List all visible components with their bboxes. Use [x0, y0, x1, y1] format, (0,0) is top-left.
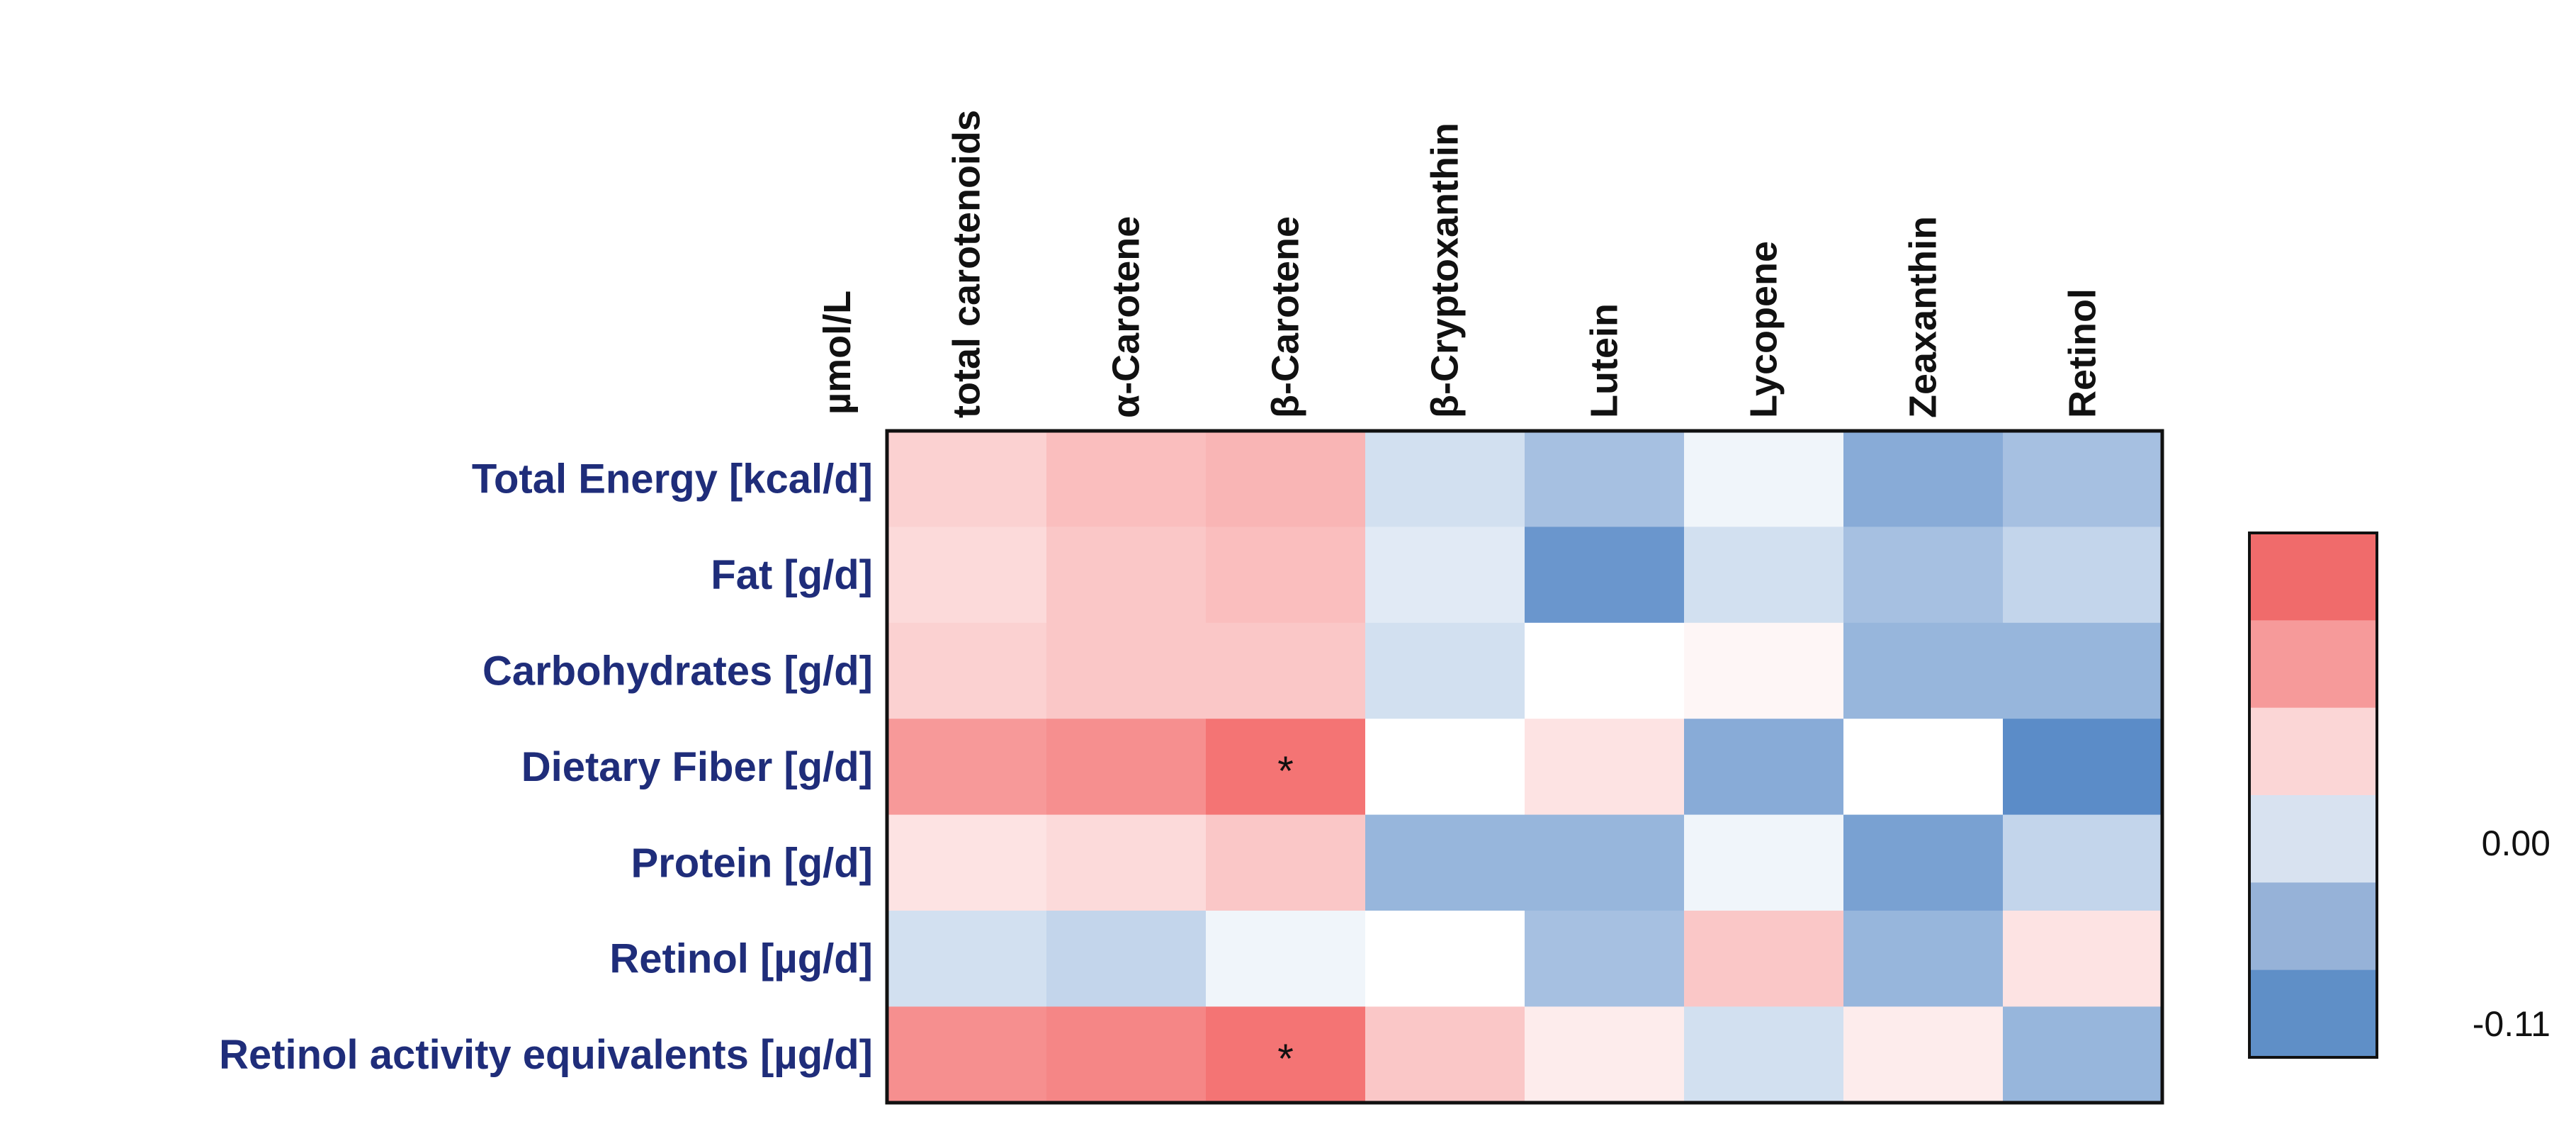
heatmap-cell — [1843, 527, 2004, 624]
heatmap-cell — [1684, 622, 1844, 719]
heatmap-cell — [1365, 431, 1525, 527]
column-labels: total carotenoids α-Carotene β-Carotene β-C… — [946, 110, 2104, 418]
heatmap-cell — [2003, 622, 2163, 719]
colorbar-tick-label: 0.00 — [2482, 823, 2550, 863]
heatmap-cell — [1365, 1006, 1525, 1103]
heatmap-cell — [1525, 431, 1685, 527]
heatmap-cell — [1843, 431, 2004, 527]
heatmap-cell — [1046, 1006, 1207, 1103]
column-label: α-Carotene — [1105, 216, 1148, 418]
significance-marker: * — [1277, 748, 1294, 794]
heatmap-cell — [1206, 719, 1366, 816]
heatmap-cell — [2003, 431, 2163, 527]
colorbar-segment — [2249, 533, 2377, 621]
row-label: Dietary Fiber [g/d] — [521, 744, 873, 790]
heatmap-cell — [1365, 527, 1525, 624]
column-label: total carotenoids — [946, 110, 988, 418]
heatmap-cell — [1206, 622, 1366, 719]
heatmap-cell — [1046, 527, 1207, 624]
unit-label: µmol/L — [816, 291, 859, 415]
heatmap-cell — [1684, 719, 1844, 816]
colorbar-segment — [2249, 795, 2377, 883]
heatmap-cell — [887, 719, 1047, 816]
column-label: Lycopene — [1743, 241, 1785, 418]
heatmap-cell — [1365, 719, 1525, 816]
heatmap-cell — [1206, 814, 1366, 911]
column-label: β-Carotene — [1265, 216, 1307, 418]
column-label: Zeaxanthin — [1902, 216, 1945, 418]
heatmap-cell — [1365, 814, 1525, 911]
heatmap-cell — [1843, 1006, 2004, 1103]
row-label: Fat [g/d] — [711, 552, 873, 598]
heatmap-cell — [2003, 719, 2163, 816]
colorbar-border — [2248, 532, 2378, 1059]
significance-marker: * — [1277, 1036, 1294, 1082]
row-label: Carbohydrates [g/d] — [482, 648, 873, 694]
heatmap-cell — [1365, 911, 1525, 1007]
colorbar-segment — [2249, 969, 2377, 1058]
heatmap-cell — [1206, 527, 1366, 624]
heatmap-cell — [1843, 622, 2004, 719]
heatmap-cell — [1046, 719, 1207, 816]
heatmap-cell — [1684, 814, 1844, 911]
row-label: Total Energy [kcal/d] — [472, 456, 873, 502]
heatmap-cell — [1206, 911, 1366, 1007]
heatmap-cell — [1046, 622, 1207, 719]
significance-markers: ** — [1277, 748, 1294, 1082]
row-label: Retinol activity equivalents [µg/d] — [219, 1032, 873, 1078]
heatmap-cell — [1206, 431, 1366, 527]
heatmap-cell — [1843, 814, 2004, 911]
row-label: Protein [g/d] — [631, 840, 873, 886]
heatmap-cell — [1046, 431, 1207, 527]
heatmap-cell — [1525, 527, 1685, 624]
heatmap-cell — [1365, 622, 1525, 719]
heatmap-cell — [1206, 1006, 1366, 1103]
heatmap-cell — [1525, 814, 1685, 911]
heatmap-cell — [1046, 911, 1207, 1007]
colorbar — [2248, 532, 2378, 1059]
heatmap-cell — [887, 527, 1047, 624]
heatmap-cell — [2003, 1006, 2163, 1103]
heatmap-cell — [2003, 911, 2163, 1007]
heatmap-cell — [1843, 719, 2004, 816]
colorbar-segment — [2249, 882, 2377, 971]
heatmap-cell — [1684, 431, 1844, 527]
heatmap-cell — [1525, 719, 1685, 816]
column-label: Lutein — [1583, 303, 1626, 418]
heatmap-cell — [1525, 622, 1685, 719]
row-labels: Total Energy [kcal/d] Fat [g/d] Carbohydra… — [219, 456, 873, 1078]
heatmap-cell — [1525, 911, 1685, 1007]
heatmap-cell — [887, 911, 1047, 1007]
heatmap-cell — [887, 622, 1047, 719]
heatmap-cell — [887, 814, 1047, 911]
heatmap-cell — [2003, 814, 2163, 911]
heatmap-cell — [2003, 527, 2163, 624]
heatmap-cell — [1684, 1006, 1844, 1103]
colorbar-segment — [2249, 707, 2377, 796]
heatmap-cell — [887, 1006, 1047, 1103]
heatmap-cell — [1525, 1006, 1685, 1103]
heatmap-cells — [887, 431, 2163, 1103]
heatmap-cell — [1684, 911, 1844, 1007]
colorbar-segment — [2249, 620, 2377, 709]
heatmap-border — [885, 429, 2164, 1105]
heatmap-cell — [1684, 527, 1844, 624]
heatmap-cell — [887, 431, 1047, 527]
column-label: Retinol — [2062, 288, 2104, 418]
row-label: Retinol [µg/d] — [609, 936, 873, 982]
column-label: β-Cryptoxanthin — [1424, 123, 1467, 418]
colorbar-ticks: 0.00 -0.11 — [2473, 823, 2550, 1044]
colorbar-tick-label: -0.11 — [2473, 1004, 2550, 1044]
heatmap-cell — [1843, 911, 2004, 1007]
heatmap-cell — [1046, 814, 1207, 911]
